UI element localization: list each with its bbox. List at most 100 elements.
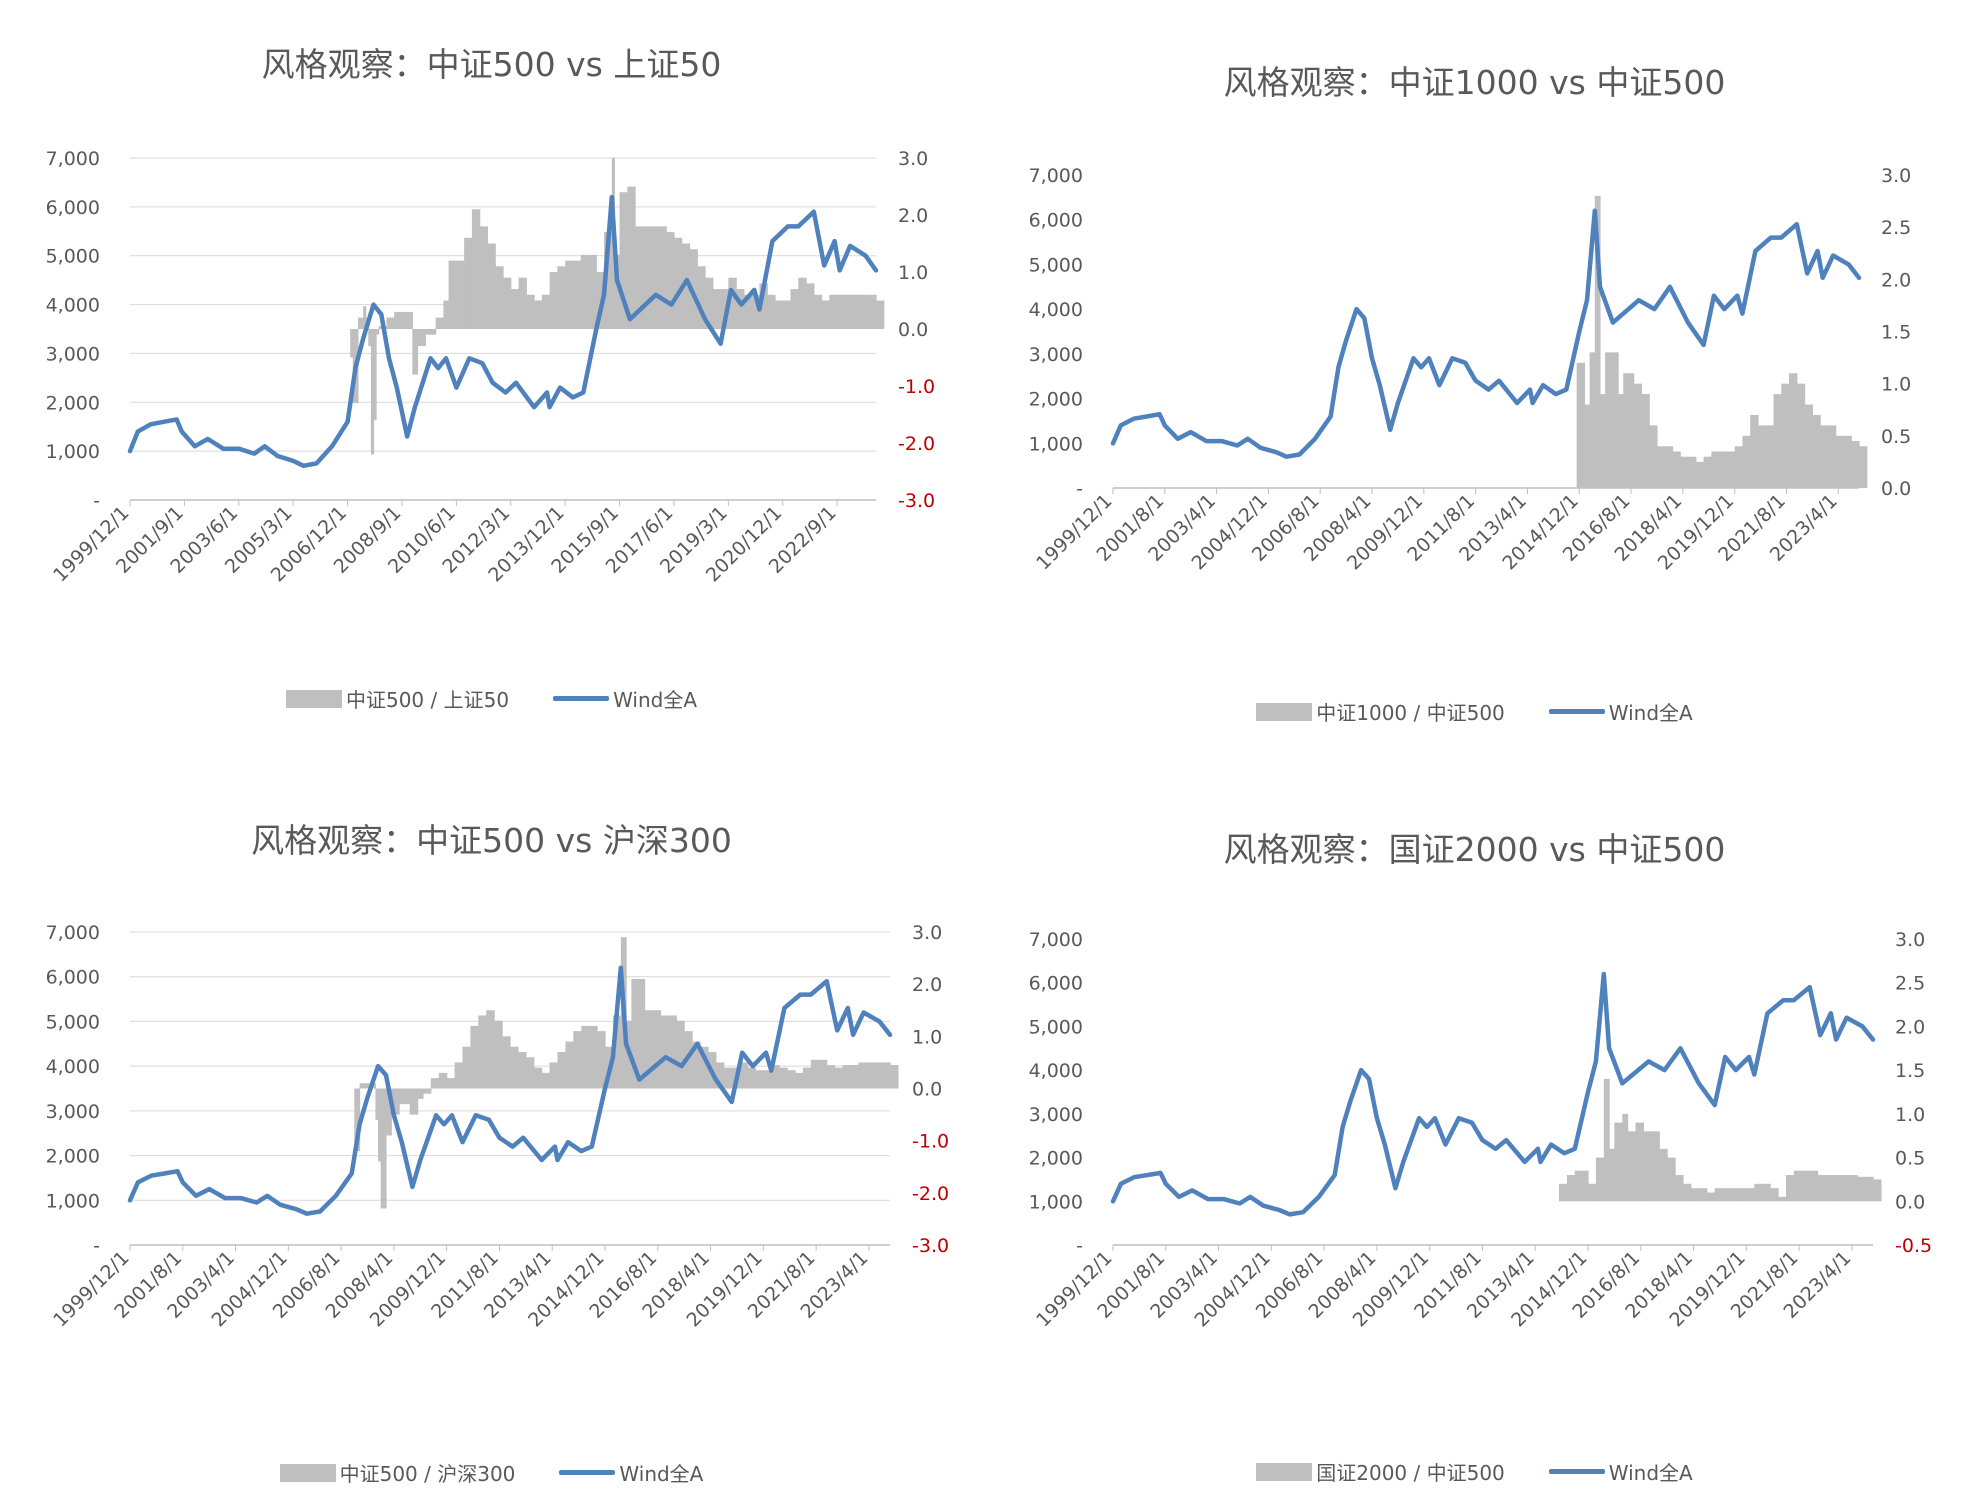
ratio-bar (1680, 456, 1689, 488)
ratio-bar (541, 294, 551, 329)
ratio-bar (1672, 451, 1681, 488)
ratio-bar (525, 1057, 535, 1089)
left-axis-tick-label: 7,000 (46, 148, 100, 170)
legend-label: Wind全A (619, 1462, 704, 1486)
ratio-bar (844, 294, 854, 329)
ratio-bar (549, 1062, 559, 1089)
right-axis-tick-label: -0.5 (1895, 1235, 1932, 1257)
ratio-bar (1612, 352, 1619, 488)
left-axis-tick-label: 3,000 (46, 1101, 100, 1123)
ratio-bar (1873, 1179, 1882, 1202)
ratio-bar (430, 1078, 440, 1089)
right-axis-tick-label: 2.0 (1895, 1016, 1925, 1038)
ratio-bar (517, 1051, 527, 1089)
left-axis-tick-label: 3,000 (1029, 344, 1083, 366)
chart-title: 风格观察：中证500 vs 上证50 (261, 45, 722, 84)
left-axis-tick-label: - (1076, 478, 1083, 500)
ratio-bar (858, 1062, 867, 1089)
ratio-bar (882, 1062, 891, 1089)
ratio-bar (399, 1088, 411, 1105)
legend-swatch-line (559, 1470, 616, 1475)
ratio-bar (826, 1065, 836, 1089)
legend-item-ratio: 中证500 / 上证50 (285, 684, 509, 713)
ratio-bar (1754, 1183, 1763, 1202)
ratio-bar (806, 283, 815, 329)
left-axis-tick-label: 1,000 (46, 441, 100, 463)
ratio-bar (572, 260, 582, 329)
ratio-bar (681, 243, 691, 329)
ratio-bar (715, 1062, 725, 1089)
ratio-bar (1651, 1131, 1660, 1202)
ratio-bar (378, 1088, 382, 1162)
ratio-bar (534, 300, 543, 329)
ratio-bar (438, 1072, 448, 1089)
ratio-bar (739, 1062, 749, 1089)
ratio-bar (474, 209, 481, 329)
ratio-bar (782, 300, 792, 329)
ratio-bar (1785, 1175, 1795, 1202)
ratio-bar (394, 311, 403, 329)
ratio-bar (1827, 425, 1837, 488)
ratio-bar (644, 1010, 654, 1089)
ratio-bar (1703, 456, 1712, 488)
ratio-bar (375, 1088, 379, 1120)
ratio-bar (1609, 1148, 1615, 1202)
ratio-bar (759, 283, 768, 329)
ratio-bar (860, 294, 869, 329)
chart-title: 风格观察：中证1000 vs 中证500 (1223, 63, 1726, 102)
right-axis-tick-label: 2.0 (1881, 269, 1911, 291)
legend-item-wind-a: Wind全A (1548, 1457, 1693, 1486)
ratio-bar (510, 289, 520, 329)
ratio-bar (1576, 362, 1586, 488)
ratio-bar (652, 1010, 662, 1089)
ratio-bar (448, 260, 457, 329)
ratio-bar (1706, 1192, 1716, 1202)
legend-swatch-bar (1256, 1462, 1313, 1481)
ratio-bar (771, 1065, 780, 1089)
left-axis-tick-label: 5,000 (46, 1011, 100, 1033)
ratio-bar (1589, 352, 1596, 488)
ratio-bar (487, 243, 496, 329)
ratio-bar (1582, 1170, 1589, 1202)
ratio-bar (1595, 1157, 1605, 1202)
wind-a-line (127, 965, 893, 1216)
ratio-bar (422, 1088, 432, 1094)
ratio-bar (1801, 1170, 1811, 1202)
legend-swatch-line (1548, 1469, 1605, 1474)
ratio-bar (1730, 1188, 1740, 1202)
ratio-bar (1722, 1188, 1732, 1202)
ratio-bar (1594, 195, 1601, 488)
ratio-bar (1641, 394, 1650, 488)
ratio-bar (668, 1015, 677, 1089)
chart-panel-csi1000-vs-csi500: 风格观察：中证1000 vs 中证500 - 1,000 2,000 3,000 4,0… (983, 0, 1966, 747)
ratio-bar (1770, 1188, 1779, 1202)
left-axis-tick-label: - (93, 1235, 100, 1257)
ratio-bar (1618, 394, 1624, 488)
ratio-bar (1809, 1170, 1819, 1202)
ratio-bar (743, 294, 753, 329)
left-axis-tick-label: 7,000 (1029, 165, 1083, 187)
ratio-bar (1796, 383, 1806, 488)
ratio-bar (1584, 404, 1591, 488)
ratio-bar (627, 186, 636, 329)
left-axis-tick-label: 1,000 (46, 1190, 100, 1212)
legend-label: 国证2000 / 中证500 (1316, 1461, 1505, 1485)
ratio-bar (612, 1015, 622, 1089)
ratio-bar (818, 1059, 828, 1089)
ratio-bar (821, 300, 830, 329)
ratio-bar (810, 1059, 820, 1089)
ratio-bar (370, 329, 375, 455)
legend-label: Wind全A (1608, 701, 1693, 725)
ratio-bar (1623, 373, 1630, 488)
ratio-bar (1843, 435, 1852, 488)
ratio-bar (635, 226, 644, 329)
ratio-bar (1667, 1157, 1676, 1202)
right-axis-tick-label: 0.0 (1881, 478, 1911, 500)
left-axis-tick-label: 2,000 (46, 392, 100, 414)
right-axis-tick-label: 2.5 (1881, 217, 1911, 239)
right-axis-tick-label: -3.0 (898, 490, 935, 512)
ratio-bar (673, 237, 683, 329)
ratio-bar (1742, 435, 1751, 488)
ratio-bar (852, 294, 862, 329)
ratio-bar (834, 1067, 844, 1089)
